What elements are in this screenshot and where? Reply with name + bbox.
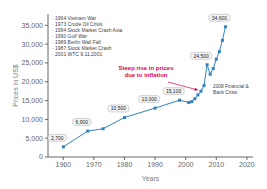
svg-text:34,600: 34,600 [212, 15, 228, 21]
svg-text:2008 Financial &: 2008 Financial & [213, 84, 250, 89]
svg-text:35,000: 35,000 [22, 22, 44, 29]
svg-text:· 1994 Stock Market Crash Asia: · 1994 Stock Market Crash Asia [52, 27, 123, 33]
svg-text:2000: 2000 [178, 161, 194, 168]
svg-text:· 1964 Vietnam War: · 1964 Vietnam War [52, 15, 97, 21]
svg-text:· 1973 Crude Oil Crisis: · 1973 Crude Oil Crisis [52, 21, 103, 27]
svg-text:· 1987 Stock Market Crash: · 1987 Stock Market Crash [52, 45, 112, 51]
svg-text:2,700: 2,700 [51, 135, 64, 141]
svg-text:Prices in US$: Prices in US$ [12, 64, 19, 107]
svg-text:2020: 2020 [239, 161, 255, 168]
svg-text:30,000: 30,000 [22, 41, 44, 48]
svg-text:15,100: 15,100 [166, 88, 182, 94]
svg-text:2010: 2010 [208, 161, 224, 168]
svg-text:1990: 1990 [147, 161, 163, 168]
svg-text:24,500: 24,500 [193, 53, 209, 59]
svg-text:10,500: 10,500 [111, 105, 127, 111]
svg-text:Years: Years [142, 175, 160, 181]
svg-text:10,000: 10,000 [22, 116, 44, 123]
svg-text:1980: 1980 [117, 161, 133, 168]
svg-text:20,000: 20,000 [22, 78, 44, 85]
svg-text:· 2001 WTC 9.11.2001: · 2001 WTC 9.11.2001 [52, 51, 102, 57]
svg-text:Bank Crisis: Bank Crisis [213, 90, 238, 95]
svg-text:6,900: 6,900 [76, 119, 89, 125]
svg-text:· 1990 Gulf War: · 1990 Gulf War [52, 33, 87, 39]
svg-text:15,000: 15,000 [22, 97, 44, 104]
svg-text:5,000: 5,000 [25, 135, 43, 142]
svg-text:1970: 1970 [86, 161, 102, 168]
svg-text:1960: 1960 [56, 161, 72, 168]
svg-text:0: 0 [39, 153, 43, 160]
svg-text:Steep rise in prices: Steep rise in prices [118, 65, 174, 71]
svg-text:13,000: 13,000 [141, 96, 157, 102]
svg-text:due to inflation: due to inflation [125, 72, 168, 78]
svg-text:25,000: 25,000 [22, 59, 44, 66]
svg-text:· 1989 Berlin Wall Fall: · 1989 Berlin Wall Fall [52, 39, 101, 45]
